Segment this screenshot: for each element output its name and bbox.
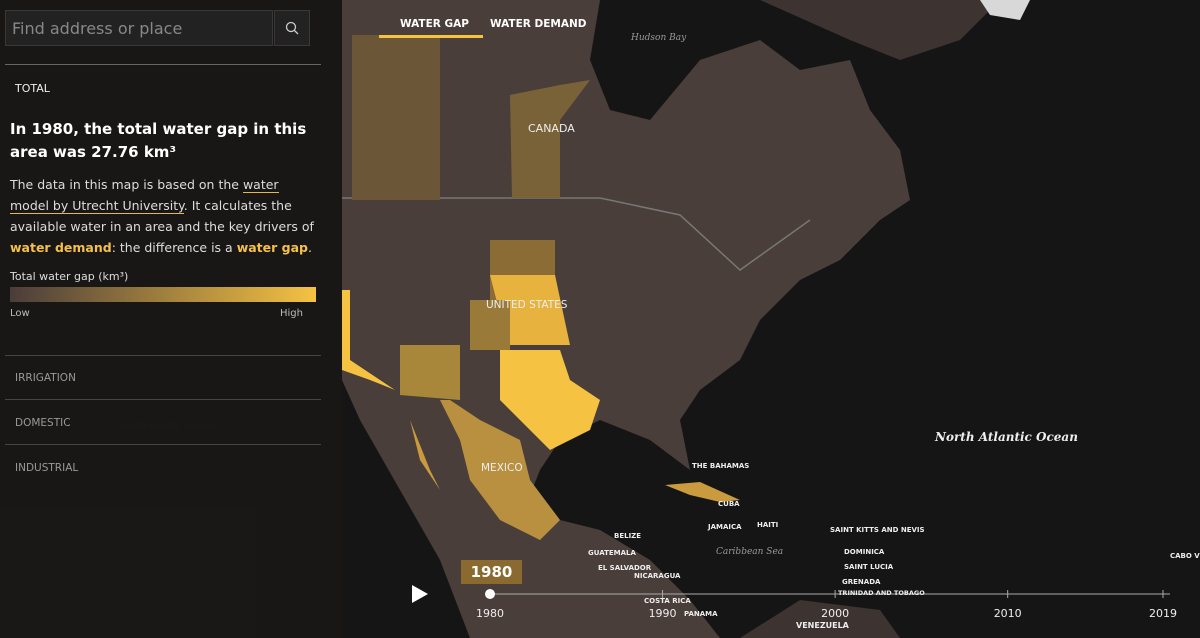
current-year: 1980 (461, 560, 522, 584)
divider (5, 399, 321, 400)
text: . (307, 240, 312, 255)
search-input[interactable]: Find address or place (5, 10, 273, 46)
map-label: BELIZE (614, 532, 641, 540)
region (400, 400, 560, 540)
section-tab[interactable]: DOMESTIC (15, 417, 71, 429)
region (400, 345, 460, 400)
region (500, 350, 600, 450)
map-label: THE BAHAMAS (692, 462, 749, 470)
text: . It calculates the available water in a… (10, 198, 314, 234)
search-button[interactable] (274, 10, 310, 46)
active-tab[interactable]: TOTAL (15, 82, 50, 95)
map-label: NICARAGUA (634, 572, 681, 580)
map-label: GRENADA (842, 578, 881, 586)
map-label: SAINT KITTS AND NEVIS (830, 526, 925, 534)
text: : the difference is a (111, 240, 237, 255)
map-label: PANAMA (684, 610, 718, 618)
divider (5, 355, 321, 356)
timeline-label: 1980 (476, 607, 504, 620)
map-label: TRINIDAD AND TOBAGO (838, 589, 925, 597)
legend-title: Total water gap (km³) (10, 270, 129, 283)
map-label: GUATEMALA (588, 549, 636, 557)
timeline-label: 2000 (821, 607, 849, 620)
text: The data in this map is based on the (10, 177, 243, 192)
map-label: EL SALVADOR (598, 564, 652, 572)
divider (5, 64, 321, 65)
map-label: COSTA RICA (644, 597, 691, 605)
map-label: SAINT LUCIA (844, 563, 894, 571)
tab[interactable]: WATER DEMAND (490, 18, 587, 30)
region (510, 80, 590, 198)
side-panel: Find address or place TOTAL In 1980, the… (0, 0, 342, 638)
map-label: CUBA (718, 500, 740, 508)
land (740, 600, 900, 638)
section-tab[interactable]: INDUSTRIAL (15, 462, 79, 474)
timeline-thumb (485, 589, 495, 599)
map-label: North Atlantic Ocean (934, 430, 1078, 444)
highlight: water demand (10, 240, 112, 255)
timeline-label: 2019 (1149, 607, 1177, 620)
map-label: MEXICO (481, 462, 523, 474)
description: The data in this map is based on the wat… (10, 174, 320, 258)
legend-low: Low (10, 308, 30, 319)
ice (980, 0, 1030, 20)
map-label: HAITI (757, 521, 778, 529)
tab[interactable]: WATER GAP (400, 18, 469, 30)
map-label: CABO VERDE (1170, 552, 1200, 560)
map-label: DOMINICA (844, 548, 885, 556)
link[interactable]: water model by Utrecht University (10, 177, 279, 214)
region (665, 482, 740, 502)
highlight: water gap (236, 240, 308, 255)
map-label: CANADA (528, 122, 575, 135)
map-label: JAMAICA (707, 523, 742, 531)
map-label: Hudson Bay (630, 33, 687, 43)
region (342, 290, 395, 390)
divider (5, 444, 321, 445)
region (470, 300, 510, 350)
heading: In 1980, the total water gap in this are… (10, 120, 307, 161)
legend-high: High (280, 308, 303, 319)
section-tab[interactable]: IRRIGATION (15, 372, 76, 384)
region (352, 35, 440, 200)
land (760, 0, 1000, 60)
legend-gradient (10, 287, 316, 302)
play-button[interactable] (412, 585, 428, 603)
map-label: Caribbean Sea (716, 547, 783, 557)
timeline-label: 2010 (994, 607, 1022, 620)
timeline-label: 1990 (649, 607, 677, 620)
map-label: UNITED STATES (486, 299, 568, 311)
map-label: VENEZUELA (796, 621, 850, 630)
tab-underline (379, 35, 483, 38)
